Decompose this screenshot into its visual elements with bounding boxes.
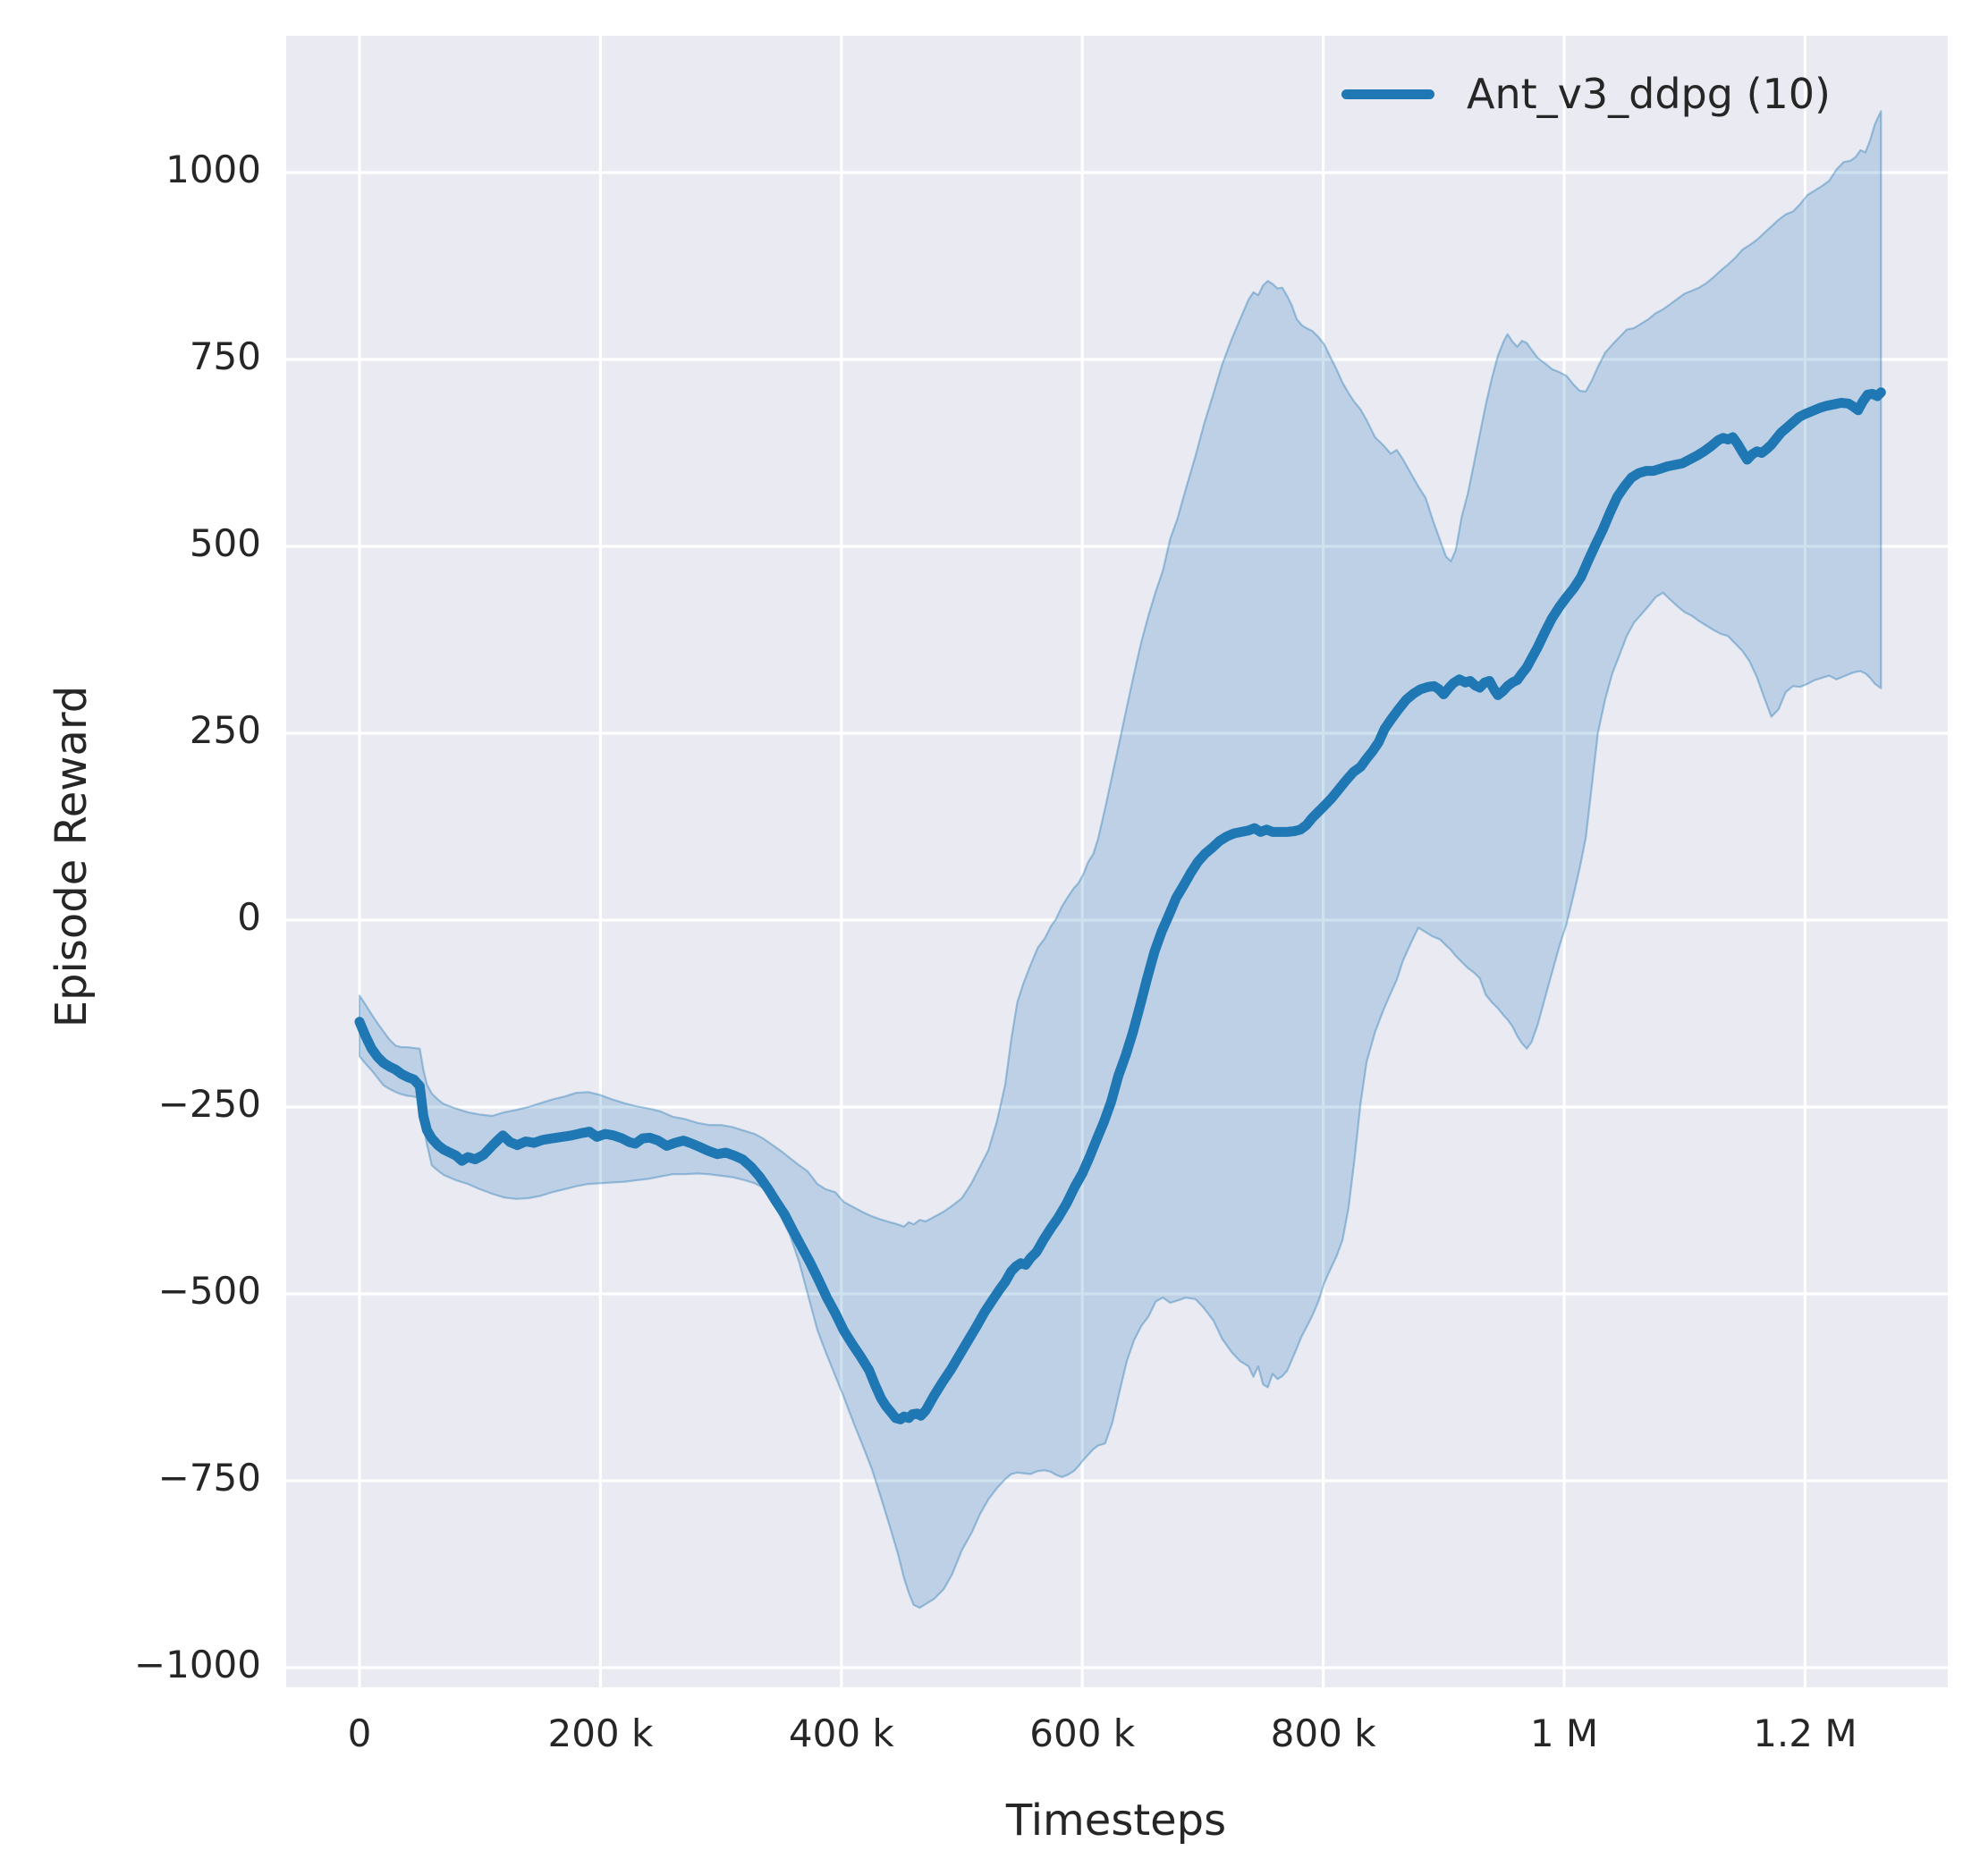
x-tick-label: 800 k: [1270, 1711, 1376, 1755]
x-tick-label: 200 k: [547, 1711, 654, 1755]
y-tick-label: −500: [157, 1269, 261, 1313]
y-tick-label: 750: [189, 334, 261, 378]
x-tick-label: 1.2 M: [1753, 1711, 1857, 1755]
y-tick-label: 500: [189, 521, 261, 565]
legend-label: Ant_v3_ddpg (10): [1467, 70, 1831, 118]
x-tick-label: 400 k: [788, 1711, 894, 1755]
x-tick-label: 1 M: [1529, 1711, 1599, 1755]
mean-line: [354, 387, 1886, 1424]
legend: Ant_v3_ddpg (10): [1341, 70, 1831, 118]
x-tick-label: 600 k: [1029, 1711, 1136, 1755]
axes-background: [286, 36, 1948, 1687]
confidence-band: [358, 110, 1883, 1610]
x-axis-label: Timesteps: [1005, 1796, 1227, 1846]
y-tick-label: −1000: [133, 1643, 261, 1686]
y-tick-label: −750: [157, 1456, 261, 1500]
y-tick-label: 250: [189, 708, 261, 752]
y-tick-label: −250: [157, 1082, 261, 1126]
y-tick-label: 1000: [165, 148, 261, 191]
y-tick-label: 0: [237, 895, 261, 939]
y-axis-label: Episode Reward: [47, 685, 97, 1028]
legend-line-swatch: [1341, 89, 1434, 99]
x-tick-label: 0: [347, 1711, 372, 1755]
